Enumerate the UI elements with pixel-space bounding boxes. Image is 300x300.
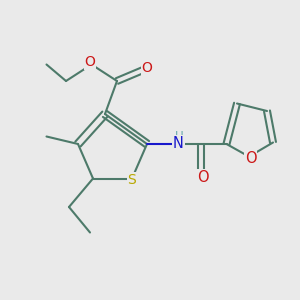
Text: O: O	[85, 55, 95, 69]
Text: H: H	[175, 130, 184, 143]
Text: S: S	[128, 173, 136, 187]
Text: O: O	[142, 61, 152, 75]
Text: O: O	[197, 170, 208, 185]
Text: O: O	[245, 151, 256, 166]
Text: N: N	[173, 136, 184, 152]
